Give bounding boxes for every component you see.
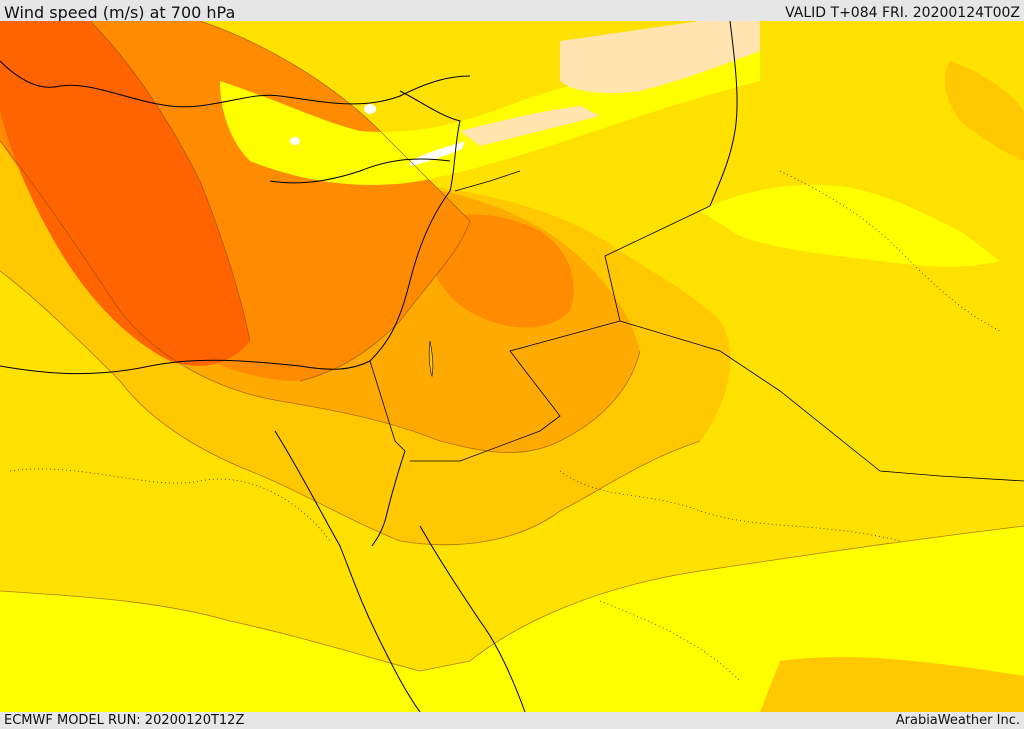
calm-white-1: [364, 104, 376, 114]
band-lightest-south: [0, 526, 1024, 712]
internal-boundaries: [9, 170, 1001, 682]
map-header: Wind speed (m/s) at 700 hPa VALID T+084 …: [0, 0, 1024, 22]
wind-contours: [0, 21, 1024, 672]
band-mid-south-east: [760, 656, 1024, 712]
model-run-label: ECMWF MODEL RUN: 20200120T12Z: [4, 713, 245, 728]
coastlines: [0, 21, 738, 712]
band-lightest-north: [700, 184, 1000, 267]
calm-white-3: [410, 141, 465, 166]
band-mid-east: [944, 61, 1024, 161]
band-max: [0, 21, 250, 366]
band-darkorange-levant: [430, 214, 574, 328]
calm-white-2: [290, 137, 300, 145]
map-footer: ECMWF MODEL RUN: 20200120T12Z ArabiaWeat…: [0, 712, 1024, 729]
calm-pale-strip: [460, 106, 600, 146]
valid-time: VALID T+084 FRI. 20200124T00Z: [785, 5, 1020, 21]
dead-sea: [428, 340, 434, 378]
calm-pale: [560, 21, 760, 93]
map-title: Wind speed (m/s) at 700 hPa: [4, 3, 236, 22]
borders: [369, 170, 1024, 482]
credit-label: ArabiaWeather Inc.: [895, 713, 1020, 728]
wind-speed-map: [0, 21, 1024, 712]
